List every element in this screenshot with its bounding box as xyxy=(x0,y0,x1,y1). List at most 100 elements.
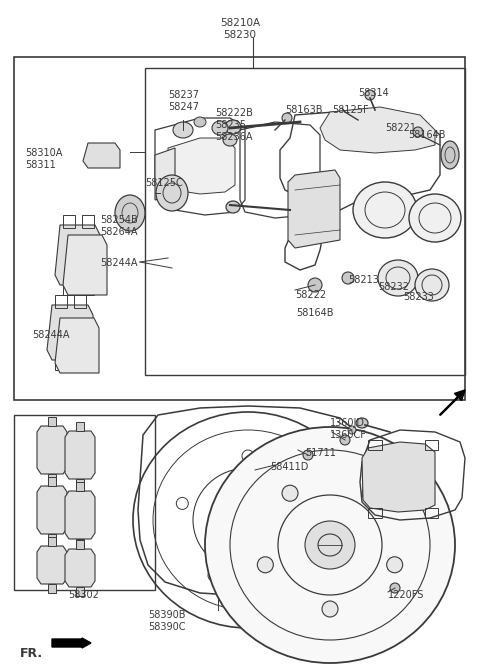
Bar xyxy=(63,282,75,295)
Bar xyxy=(368,440,382,450)
Ellipse shape xyxy=(415,269,449,301)
Polygon shape xyxy=(362,442,435,512)
Text: 58125C: 58125C xyxy=(145,178,183,188)
Polygon shape xyxy=(48,584,57,593)
Ellipse shape xyxy=(173,122,193,138)
Text: 58311: 58311 xyxy=(25,160,56,170)
Ellipse shape xyxy=(441,141,459,169)
Polygon shape xyxy=(168,138,235,194)
Text: FR.: FR. xyxy=(20,647,43,660)
Text: 58254B: 58254B xyxy=(100,215,138,225)
Text: 58163B: 58163B xyxy=(285,105,323,115)
Text: 58221: 58221 xyxy=(385,123,416,133)
Ellipse shape xyxy=(322,601,338,617)
Ellipse shape xyxy=(223,134,237,146)
Ellipse shape xyxy=(194,117,206,127)
Polygon shape xyxy=(37,426,67,474)
Polygon shape xyxy=(75,587,84,596)
Polygon shape xyxy=(65,549,95,587)
Text: 51711: 51711 xyxy=(305,448,336,458)
Ellipse shape xyxy=(282,485,298,501)
Text: 58222: 58222 xyxy=(295,290,326,300)
Text: 58164B: 58164B xyxy=(296,308,334,318)
Text: 58210A: 58210A xyxy=(220,18,260,28)
Text: 58264A: 58264A xyxy=(100,227,137,237)
Ellipse shape xyxy=(340,435,350,445)
Text: 58411D: 58411D xyxy=(270,462,308,472)
Polygon shape xyxy=(48,417,57,426)
Text: 58390B: 58390B xyxy=(148,610,185,620)
Polygon shape xyxy=(75,479,84,488)
Polygon shape xyxy=(48,477,57,486)
FancyArrow shape xyxy=(52,638,91,648)
Ellipse shape xyxy=(212,121,228,135)
Text: 58232: 58232 xyxy=(378,282,409,292)
Polygon shape xyxy=(288,170,340,248)
Ellipse shape xyxy=(387,557,403,573)
Ellipse shape xyxy=(156,175,188,211)
Ellipse shape xyxy=(356,418,368,428)
Ellipse shape xyxy=(308,278,322,292)
Text: 58244A: 58244A xyxy=(32,330,70,340)
Text: 1360CF: 1360CF xyxy=(330,430,367,440)
Text: 58236A: 58236A xyxy=(215,132,252,142)
Polygon shape xyxy=(75,540,84,549)
Ellipse shape xyxy=(390,583,400,593)
Bar xyxy=(425,508,438,518)
Ellipse shape xyxy=(303,450,313,460)
Ellipse shape xyxy=(362,485,378,501)
Text: 58164B: 58164B xyxy=(408,130,445,140)
Text: 58235: 58235 xyxy=(215,120,246,130)
Text: 58233: 58233 xyxy=(403,292,434,302)
Bar xyxy=(425,440,438,450)
Ellipse shape xyxy=(413,127,423,137)
Ellipse shape xyxy=(305,521,355,569)
Ellipse shape xyxy=(342,272,354,284)
Ellipse shape xyxy=(348,426,356,434)
Ellipse shape xyxy=(409,194,461,242)
Ellipse shape xyxy=(225,120,241,134)
Polygon shape xyxy=(155,148,175,200)
Text: 1220FS: 1220FS xyxy=(388,590,424,600)
Bar xyxy=(55,295,67,308)
Text: 58125F: 58125F xyxy=(332,105,369,115)
Polygon shape xyxy=(48,474,57,483)
Polygon shape xyxy=(65,431,95,479)
Polygon shape xyxy=(55,225,100,285)
Polygon shape xyxy=(55,318,99,373)
Polygon shape xyxy=(75,422,84,431)
Polygon shape xyxy=(48,534,57,543)
Ellipse shape xyxy=(226,201,240,213)
Polygon shape xyxy=(75,482,84,491)
Polygon shape xyxy=(63,235,107,295)
Polygon shape xyxy=(37,546,67,584)
Text: 58302: 58302 xyxy=(68,590,99,600)
Text: 58314: 58314 xyxy=(358,88,389,98)
Text: 58213: 58213 xyxy=(348,275,379,285)
Ellipse shape xyxy=(234,507,262,533)
Bar xyxy=(368,508,382,518)
Ellipse shape xyxy=(257,557,273,573)
Bar xyxy=(55,357,67,370)
Text: 58237: 58237 xyxy=(168,90,199,100)
Polygon shape xyxy=(83,143,120,168)
Polygon shape xyxy=(47,305,93,360)
Bar xyxy=(74,295,86,308)
Polygon shape xyxy=(48,537,57,546)
Ellipse shape xyxy=(365,90,375,100)
Text: 1360JD: 1360JD xyxy=(330,418,365,428)
Ellipse shape xyxy=(115,195,145,231)
Bar xyxy=(14,57,465,400)
Polygon shape xyxy=(65,491,95,539)
Bar xyxy=(82,282,94,295)
Bar xyxy=(63,215,75,228)
Bar xyxy=(145,68,465,375)
Ellipse shape xyxy=(353,182,417,238)
Polygon shape xyxy=(37,486,67,534)
Text: 58230: 58230 xyxy=(224,30,256,40)
Text: 58222B: 58222B xyxy=(215,108,253,118)
Text: 58390C: 58390C xyxy=(148,622,185,632)
FancyArrow shape xyxy=(440,390,465,416)
Ellipse shape xyxy=(282,113,292,123)
Bar xyxy=(82,215,94,228)
